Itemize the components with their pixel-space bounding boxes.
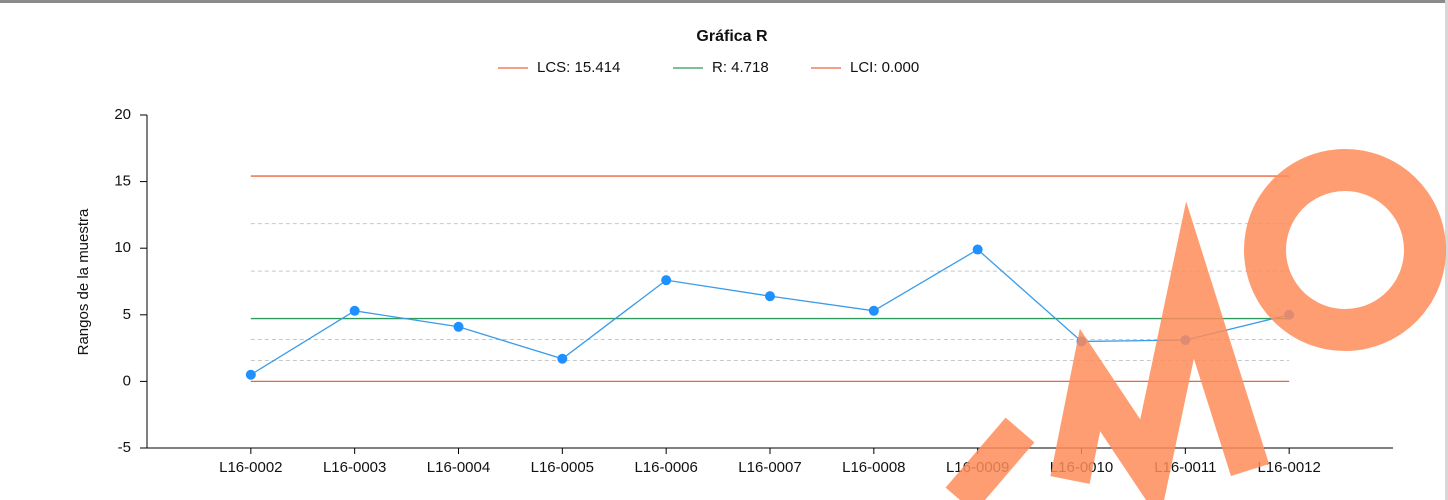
legend-label: LCS: 15.414 bbox=[537, 59, 620, 76]
x-tick-label: L16-0004 bbox=[427, 459, 490, 476]
y-tick-label: 15 bbox=[114, 173, 131, 190]
data-point bbox=[661, 275, 672, 286]
data-point bbox=[868, 305, 879, 316]
data-point bbox=[557, 353, 568, 364]
x-tick-label: L16-0008 bbox=[842, 459, 905, 476]
x-tick-label: L16-0012 bbox=[1257, 459, 1320, 476]
y-tick-label: 5 bbox=[123, 306, 131, 323]
x-tick-label: L16-0003 bbox=[323, 459, 386, 476]
x-tick-label: L16-0006 bbox=[634, 459, 697, 476]
watermark bbox=[945, 149, 1446, 500]
x-tick-label: L16-0007 bbox=[738, 459, 801, 476]
y-tick-label: -5 bbox=[118, 439, 131, 456]
data-point bbox=[453, 321, 464, 332]
top-border bbox=[0, 0, 1448, 3]
chart-title: Gráfica R bbox=[696, 28, 768, 45]
y-tick-label: 20 bbox=[114, 106, 131, 123]
legend-label: R: 4.718 bbox=[712, 59, 769, 76]
x-tick-label: L16-0002 bbox=[219, 459, 282, 476]
data-line bbox=[250, 248, 1290, 376]
y-axis-label: Rangos de la muestra bbox=[75, 208, 92, 355]
data-point bbox=[245, 369, 256, 380]
right-border bbox=[1445, 0, 1448, 500]
data-point bbox=[765, 291, 775, 302]
y-tick-label: 10 bbox=[114, 239, 131, 256]
data-point bbox=[972, 244, 983, 255]
x-tick-label: L16-0005 bbox=[531, 459, 594, 476]
data-point bbox=[349, 305, 360, 316]
y-tick-label: 0 bbox=[123, 372, 131, 389]
legend-label: LCI: 0.000 bbox=[850, 59, 919, 76]
